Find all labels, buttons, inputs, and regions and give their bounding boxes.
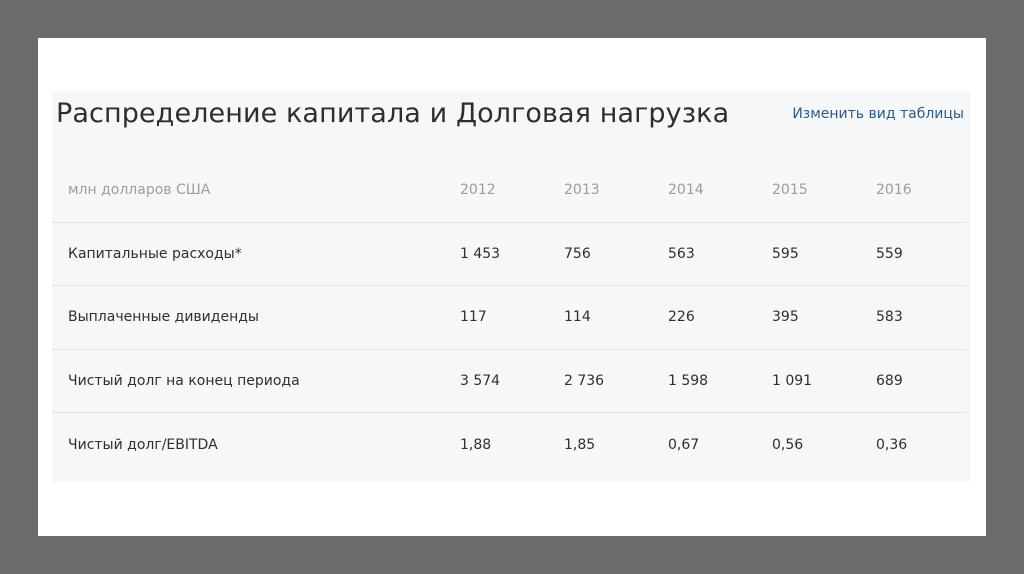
table-cell: 595 [768, 221, 872, 286]
page-title: Распределение капитала и Долговая нагруз… [56, 98, 730, 129]
table-cell: 1 453 [456, 221, 560, 286]
row-label: Капитальные расходы* [52, 221, 456, 286]
table-cell: 2 736 [560, 348, 664, 413]
table-cell: 395 [768, 285, 872, 349]
table-cell: 117 [456, 285, 560, 349]
table-row: Чистый долг/EBITDA 1,88 1,85 0,67 0,56 0… [52, 412, 966, 476]
table-panel: Распределение капитала и Долговая нагруз… [52, 92, 970, 482]
table-cell: 0,67 [664, 412, 768, 476]
row-label: Выплаченные дивиденды [52, 285, 456, 349]
table-cell: 1,85 [560, 412, 664, 476]
header-unit: млн долларов США [68, 181, 211, 198]
header-2014: 2014 [668, 181, 704, 198]
table-cell: 756 [560, 221, 664, 286]
header-2012: 2012 [460, 181, 496, 198]
table-cell: 0,36 [872, 412, 966, 476]
table-cell: 1 091 [768, 348, 872, 413]
table-cell: 226 [664, 285, 768, 349]
row-label: Чистый долг на конец периода [52, 348, 456, 413]
table-row: Выплаченные дивиденды 117 114 226 395 58… [52, 285, 966, 349]
table-header-row: млн долларов США 2012 2013 2014 2015 201… [52, 158, 966, 222]
slide: Распределение капитала и Долговая нагруз… [38, 38, 986, 536]
table-cell: 563 [664, 221, 768, 286]
table-cell: 1,88 [456, 412, 560, 476]
table-cell: 689 [872, 348, 966, 413]
table-row: Чистый долг на конец периода 3 574 2 736… [52, 348, 966, 413]
capital-debt-table: млн долларов США 2012 2013 2014 2015 201… [52, 158, 966, 476]
header-2013: 2013 [564, 181, 600, 198]
table-cell: 114 [560, 285, 664, 349]
table-cell: 3 574 [456, 348, 560, 413]
table-row: Капитальные расходы* 1 453 756 563 595 5… [52, 221, 966, 286]
row-label: Чистый долг/EBITDA [52, 412, 456, 476]
table-cell: 0,56 [768, 412, 872, 476]
header-2015: 2015 [772, 181, 808, 198]
table-cell: 583 [872, 285, 966, 349]
header-2016: 2016 [876, 181, 912, 198]
table-cell: 1 598 [664, 348, 768, 413]
table-cell: 559 [872, 221, 966, 286]
change-view-link[interactable]: Изменить вид таблицы [792, 106, 964, 122]
